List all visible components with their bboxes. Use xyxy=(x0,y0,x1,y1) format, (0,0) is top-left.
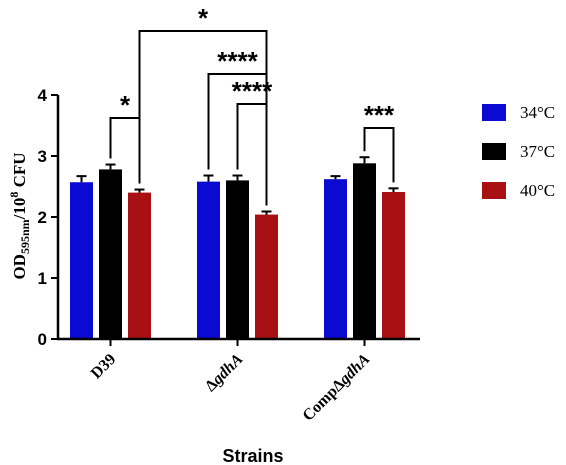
bar-2-3 xyxy=(353,163,376,339)
legend-label-3: 40°C xyxy=(520,181,555,200)
x-category-label-3-prefix: CompΔ xyxy=(300,376,349,425)
significance-label-5: *** xyxy=(364,100,395,130)
bar-1-3 xyxy=(324,179,347,339)
y-axis-title-subscript: 595nm xyxy=(18,219,32,254)
legend-swatch-1 xyxy=(482,104,506,121)
y-axis-title-suffix: CFU xyxy=(10,152,29,191)
significance-label-1: * xyxy=(120,90,131,120)
significance-label-4: * xyxy=(198,3,209,33)
bar-3-3 xyxy=(382,191,405,339)
significance-label-3: **** xyxy=(217,46,258,76)
bar-3-1 xyxy=(128,192,151,339)
bar-1-2 xyxy=(197,181,220,339)
legend-label-2: 37°C xyxy=(520,142,555,161)
x-category-label-2: ΔgdhA xyxy=(202,351,246,395)
legend-label-1: 34°C xyxy=(520,103,555,122)
bar-3-2 xyxy=(255,214,278,339)
x-category-label-1-text: D39 xyxy=(88,351,120,383)
y-tick-label-2: 1 xyxy=(38,269,47,288)
y-axis-title-superscript: 8 xyxy=(7,192,21,198)
legend-swatch-3 xyxy=(482,182,506,199)
significance-bracket-5 xyxy=(363,127,395,183)
bar-1-1 xyxy=(70,182,93,339)
y-axis-title-prefix: OD xyxy=(10,254,29,280)
bar-2-1 xyxy=(99,169,122,339)
x-category-label-3: CompΔgdhA xyxy=(300,351,374,425)
significance-bracket-4 xyxy=(138,30,268,206)
x-category-label-1: D39 xyxy=(88,351,120,383)
y-tick-label-5: 4 xyxy=(38,86,48,105)
y-axis-title: OD595nm/108 CFU xyxy=(7,152,32,279)
x-axis-title: Strains xyxy=(222,446,283,465)
legend-swatch-2 xyxy=(482,143,506,160)
bar-2-2 xyxy=(226,180,249,339)
y-tick-label-3: 2 xyxy=(38,208,47,227)
y-axis-title-mid: /10 xyxy=(10,198,29,221)
y-tick-label-4: 3 xyxy=(38,147,47,166)
y-tick-label-1: 0 xyxy=(38,330,47,349)
